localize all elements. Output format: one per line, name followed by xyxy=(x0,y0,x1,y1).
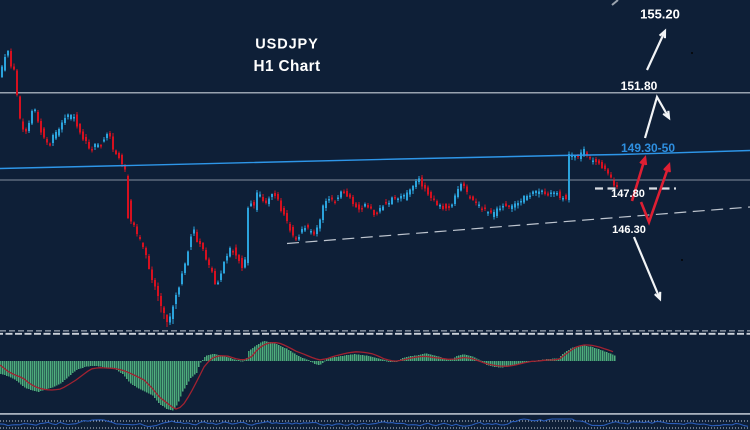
svg-text:147.80: 147.80 xyxy=(611,188,645,200)
svg-text:151.80: 151.80 xyxy=(621,79,658,93)
svg-text:155.20: 155.20 xyxy=(640,7,680,22)
svg-text:146.30: 146.30 xyxy=(612,224,646,236)
svg-text:USDJPY: USDJPY xyxy=(255,37,318,53)
svg-text:149.30-50: 149.30-50 xyxy=(621,141,675,155)
svg-text:H1 Chart: H1 Chart xyxy=(254,58,321,75)
